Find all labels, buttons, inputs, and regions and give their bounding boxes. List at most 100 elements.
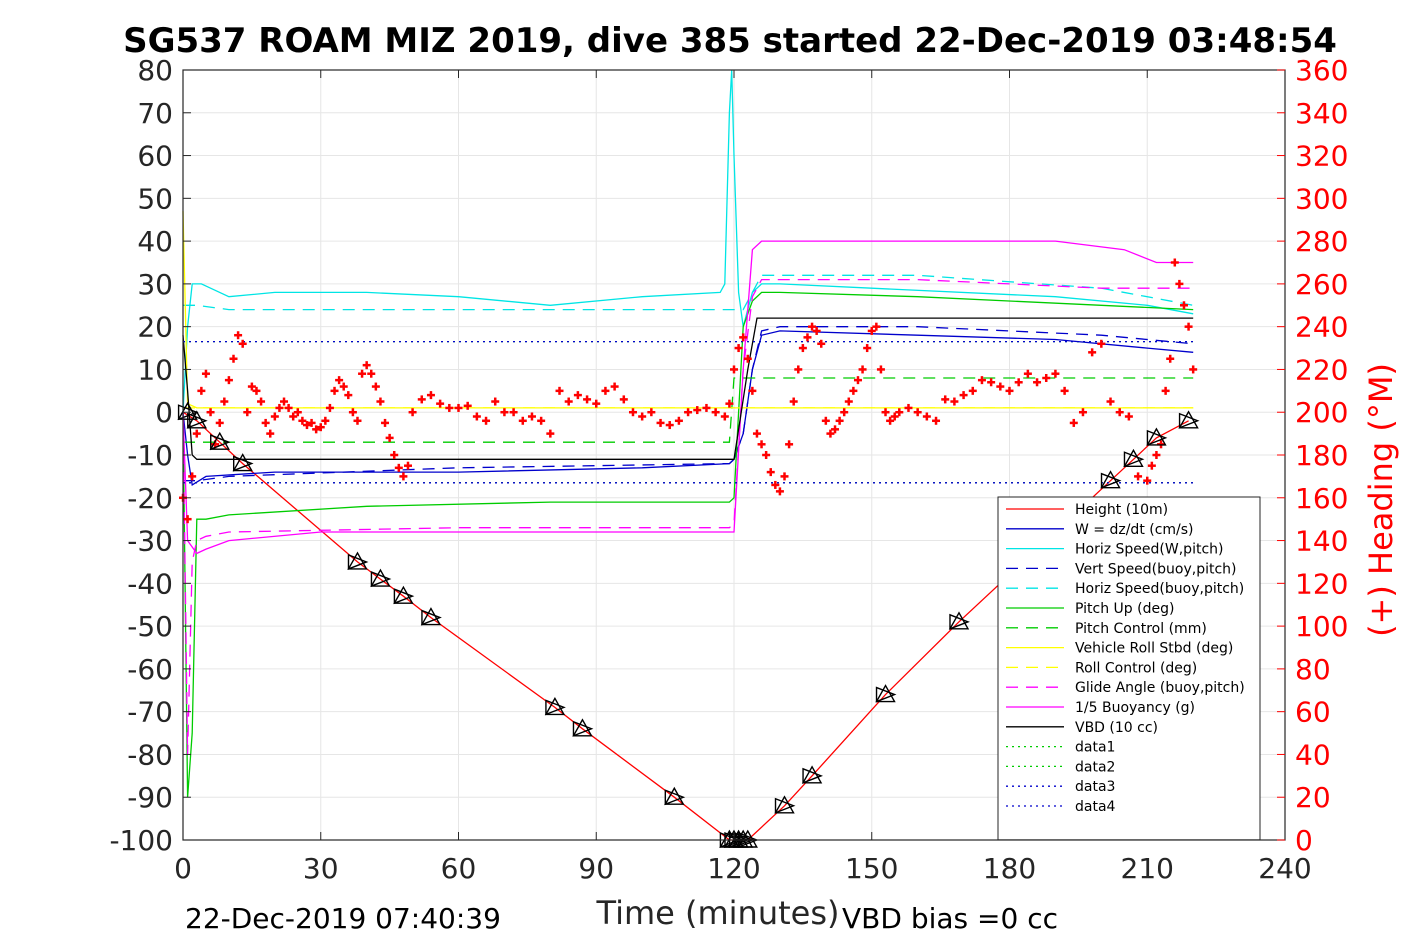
- heading-point: [1134, 472, 1143, 481]
- heading-point: [381, 418, 390, 427]
- heading-point: [831, 425, 840, 434]
- legend-entry: data4: [1075, 799, 1116, 815]
- heading-point: [628, 408, 637, 417]
- marker-right: [802, 767, 823, 784]
- heading-point: [821, 416, 830, 425]
- heading-point: [472, 412, 481, 421]
- heading-point: [922, 412, 931, 421]
- heading-point: [1078, 408, 1087, 417]
- y-left-tick-label: -90: [127, 781, 173, 814]
- legend-entry: Horiz Speed(buoy,pitch): [1075, 581, 1244, 597]
- marker-right: [664, 789, 686, 806]
- heading-point: [302, 421, 311, 430]
- x-tick-label: 120: [707, 852, 760, 885]
- legend-entry: Roll Control (deg): [1075, 660, 1197, 676]
- marker-right: [949, 613, 970, 630]
- heading-point: [904, 403, 913, 412]
- footer-vbd-bias: VBD bias =0 cc: [842, 902, 1058, 935]
- heading-point: [913, 408, 922, 417]
- heading-point: [950, 397, 959, 406]
- heading-point: [817, 339, 826, 348]
- heading-point: [1143, 476, 1152, 485]
- y-right-tick-label: 220: [1295, 353, 1348, 386]
- heading-point: [1161, 386, 1170, 395]
- heading-point: [289, 412, 298, 421]
- heading-point: [394, 463, 403, 472]
- heading-point: [739, 333, 748, 342]
- y-right-tick-label: 0: [1295, 824, 1313, 857]
- legend-entry: Height (10m): [1075, 502, 1168, 518]
- heading-point: [261, 418, 270, 427]
- marker-right: [1178, 412, 1200, 429]
- heading-point: [743, 354, 752, 363]
- marker-right: [545, 699, 566, 716]
- legend-entry: VBD (10 cc): [1075, 720, 1158, 736]
- legend-entry: data1: [1075, 740, 1115, 756]
- series-line-2: [182, 69, 1194, 413]
- marker-right: [1146, 429, 1168, 446]
- x-tick-label: 240: [1258, 852, 1311, 885]
- y-left-tick-label: -80: [127, 738, 173, 771]
- legend: Height (10m) W = dz/dt (cm/s) Horiz Speed(…: [997, 496, 1261, 841]
- y-left-tick-label: -70: [127, 696, 173, 729]
- heading-point: [881, 408, 890, 417]
- heading-point: [711, 408, 720, 417]
- y-right-tick-label: 360: [1295, 54, 1348, 87]
- heading-point: [390, 451, 399, 459]
- heading-point: [1189, 365, 1198, 374]
- heading-point: [348, 408, 357, 417]
- heading-point: [500, 408, 509, 417]
- x-tick-label: 210: [1121, 852, 1174, 885]
- heading-point: [996, 382, 1005, 391]
- heading-point: [1005, 386, 1014, 395]
- height-marker: [370, 568, 392, 588]
- footer-timestamp: 22-Dec-2019 07:40:39: [185, 902, 501, 935]
- heading-point: [1060, 386, 1069, 395]
- x-tick-label: 90: [578, 852, 614, 885]
- heading-point: [977, 376, 986, 385]
- y-left-tick-label: 10: [137, 353, 173, 386]
- heading-point: [693, 406, 702, 415]
- height-marker: [347, 551, 369, 570]
- marker-right: [210, 434, 231, 451]
- heading-point: [353, 416, 362, 425]
- heading-point: [886, 416, 895, 425]
- heading-point: [362, 361, 371, 370]
- height-marker: [801, 765, 823, 784]
- heading-point: [835, 416, 844, 425]
- legend-entry: data2: [1075, 759, 1115, 775]
- height-marker: [1100, 470, 1122, 489]
- heading-point: [463, 401, 472, 410]
- marker-right: [393, 588, 415, 605]
- heading-point: [527, 412, 536, 421]
- y-left-tick-label: -50: [127, 610, 173, 643]
- heading-point: [266, 429, 275, 438]
- heading-point: [766, 468, 775, 477]
- heading-point: [583, 395, 592, 404]
- heading-point: [1147, 461, 1156, 470]
- marker-right: [774, 797, 796, 814]
- heading-point: [252, 386, 261, 395]
- heading-point: [436, 399, 445, 408]
- heading-point: [224, 376, 233, 385]
- heading-point: [1115, 408, 1124, 417]
- marker-right: [232, 455, 254, 472]
- heading-point: [546, 429, 555, 438]
- y-left-tick-label: 40: [137, 225, 173, 258]
- heading-point: [376, 397, 385, 406]
- heading-point: [491, 397, 500, 406]
- legend-entry: Vehicle Roll Stbd (deg): [1075, 641, 1233, 657]
- heading-point: [192, 429, 201, 438]
- height-marker: [875, 684, 897, 703]
- y-right-tick-label: 300: [1295, 182, 1348, 215]
- y-left-tick-label: 0: [155, 396, 173, 429]
- heading-point: [684, 408, 693, 417]
- heading-point: [1175, 279, 1184, 288]
- height-marker: [209, 431, 231, 451]
- series-line-3: [183, 326, 1194, 482]
- heading-point: [959, 391, 968, 400]
- heading-point: [307, 418, 316, 427]
- heading-point: [849, 386, 858, 395]
- heading-point: [794, 365, 803, 374]
- y-right-tick-label: 340: [1295, 97, 1348, 130]
